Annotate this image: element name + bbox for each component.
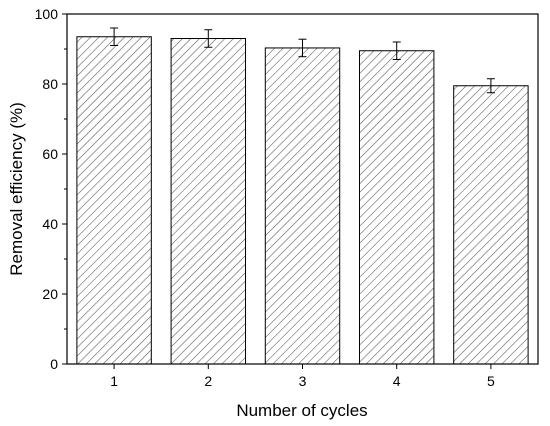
- x-tick-label-2: 2: [204, 373, 212, 389]
- error-bars-layer: [110, 27, 495, 94]
- y-axis-title: Removal efficiency (%): [7, 102, 26, 276]
- bars-layer: [76, 36, 529, 365]
- y-tick-label-100: 100: [35, 6, 59, 22]
- bar-3: [264, 47, 341, 365]
- x-tick-label-4: 4: [393, 373, 401, 389]
- y-tick-label-20: 20: [42, 286, 58, 302]
- bar-5: [453, 85, 529, 365]
- x-tick-label-5: 5: [487, 373, 495, 389]
- bar-2: [170, 38, 247, 365]
- bar-4: [358, 50, 435, 365]
- x-tick-label-3: 3: [299, 373, 307, 389]
- bar-1: [76, 36, 152, 365]
- y-tick-label-60: 60: [42, 146, 58, 162]
- y-tick-label-40: 40: [42, 216, 58, 232]
- x-axis-title: Number of cycles: [236, 401, 367, 420]
- x-axis: 1 2 3 4 5: [110, 364, 495, 389]
- y-tick-label-0: 0: [50, 356, 58, 372]
- x-tick-label-1: 1: [110, 373, 118, 389]
- y-tick-label-80: 80: [42, 76, 58, 92]
- y-axis: 0 20 40 60 80 100: [35, 6, 67, 372]
